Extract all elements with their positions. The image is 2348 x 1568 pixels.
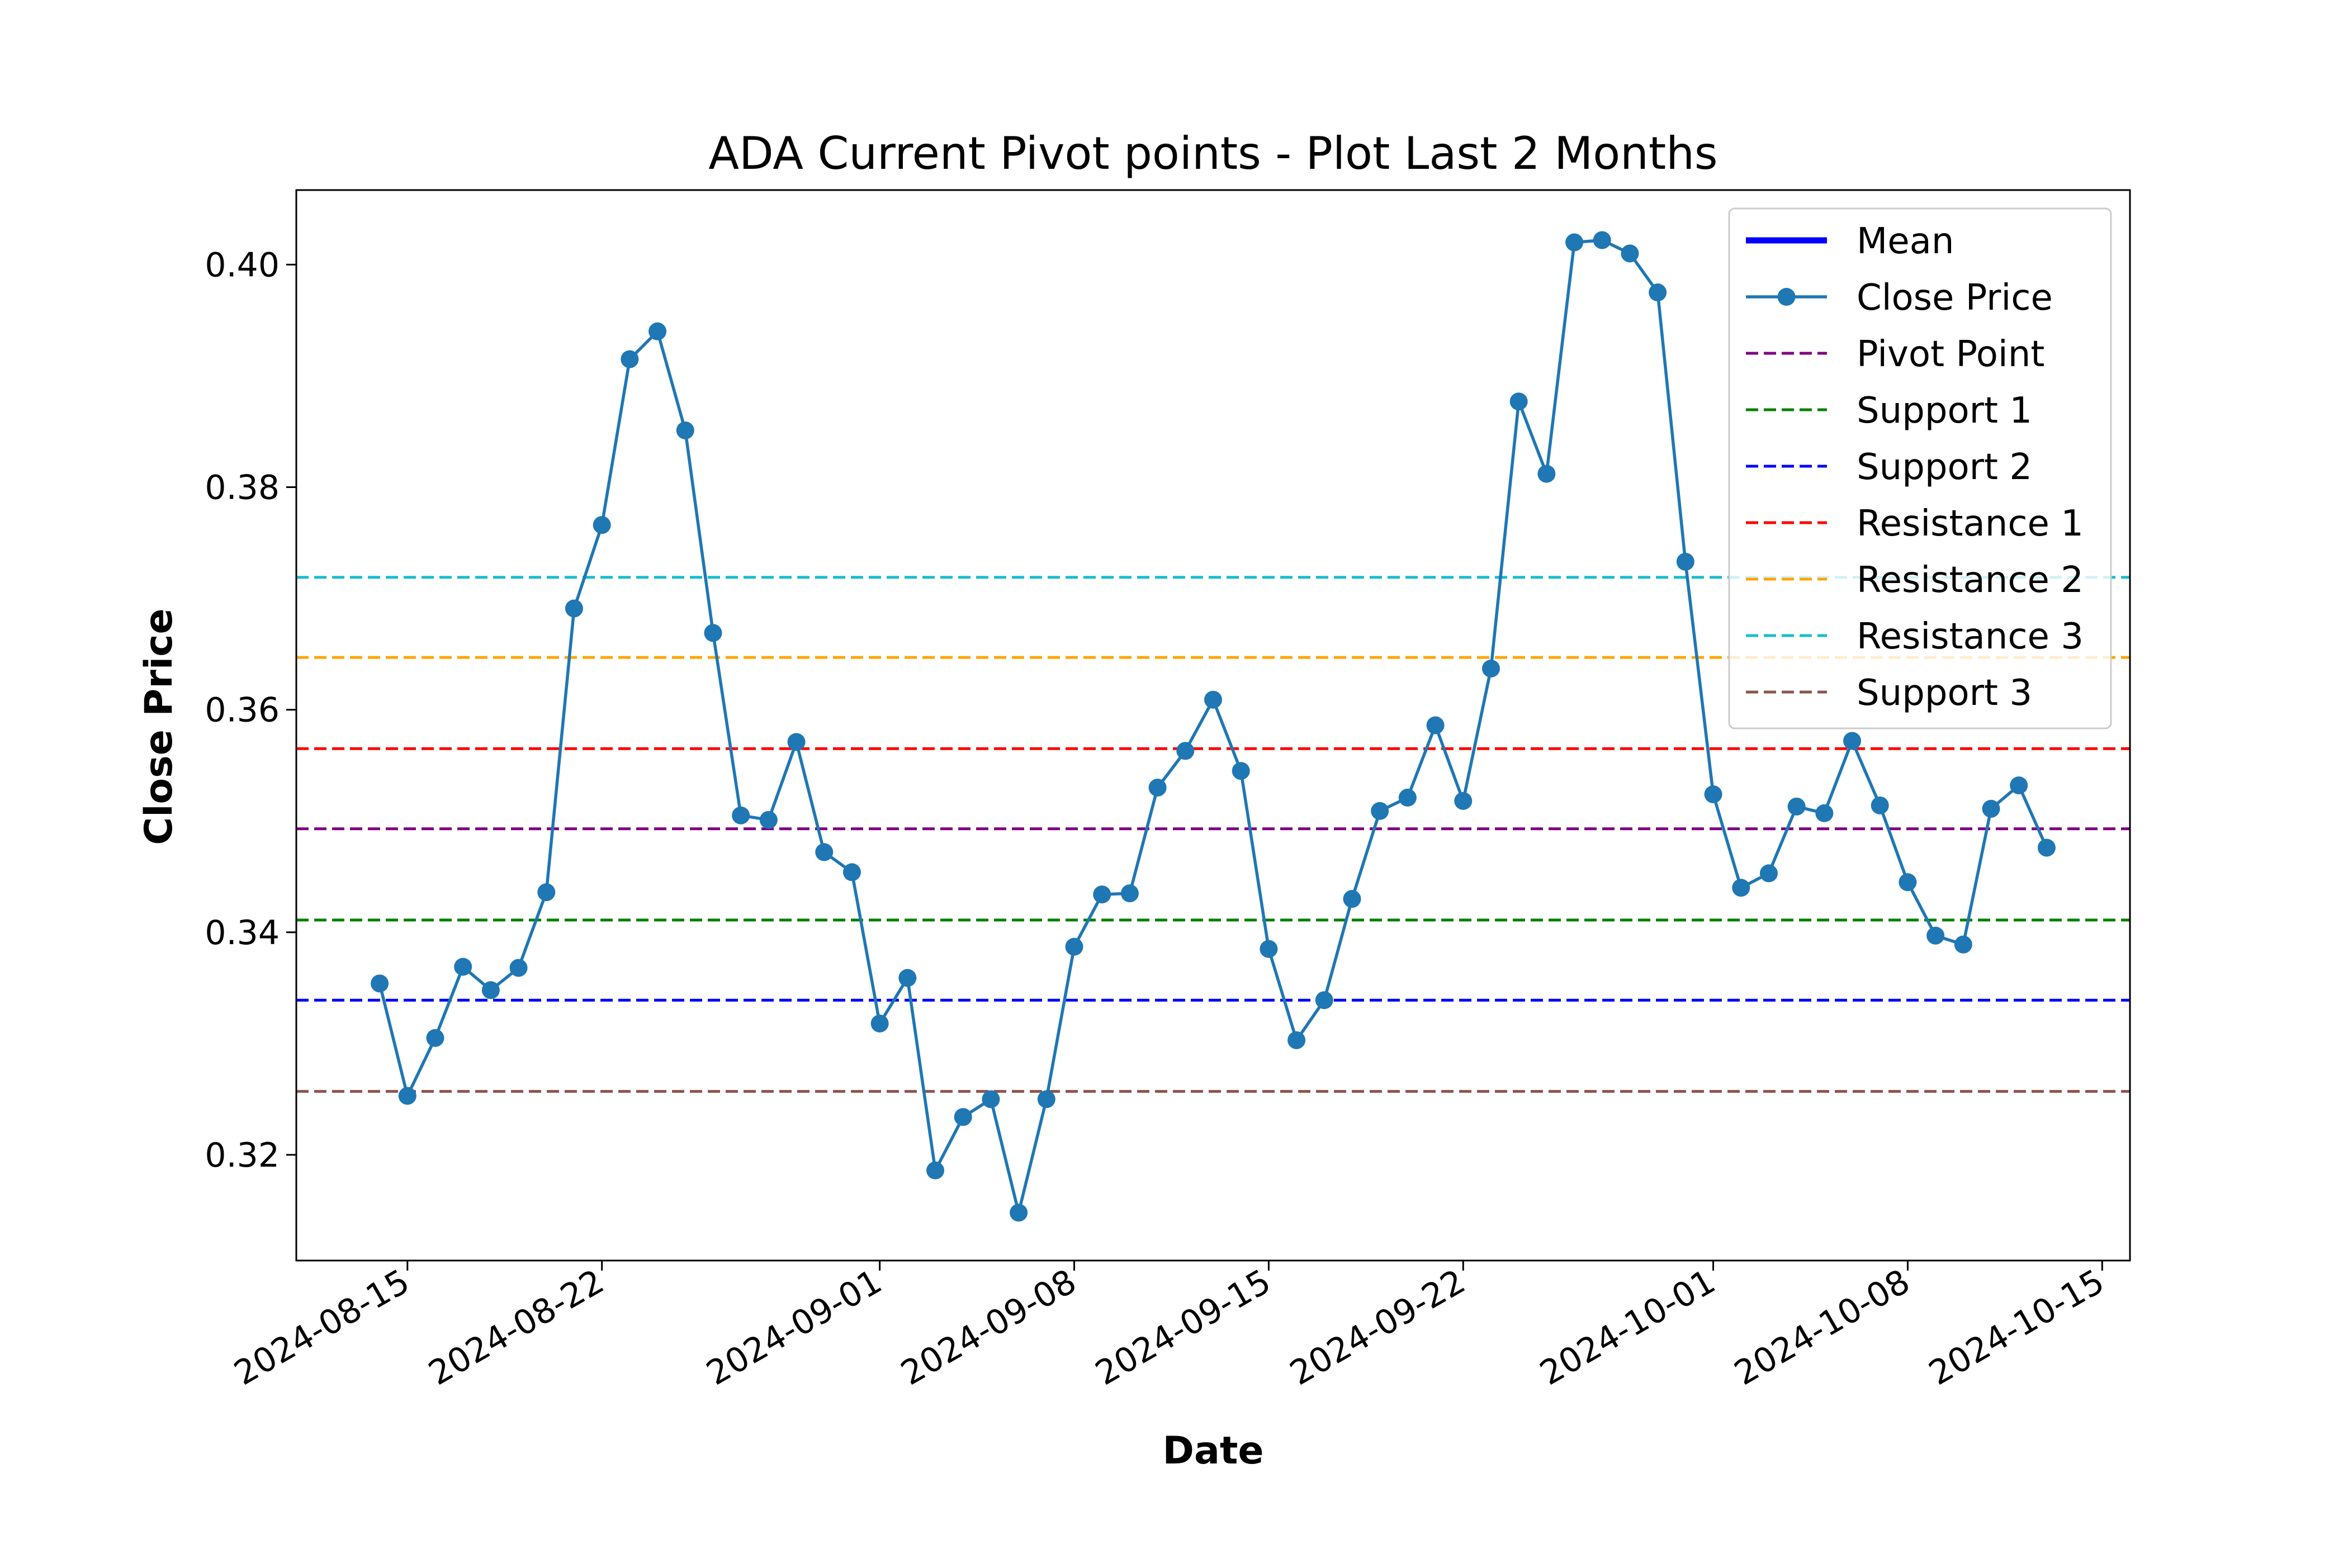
close-price-point xyxy=(1065,937,1083,956)
close-price-point xyxy=(676,421,694,439)
legend-marker-close-price xyxy=(1777,288,1796,306)
close-price-point xyxy=(1954,935,1972,954)
close-price-point xyxy=(371,974,389,993)
close-price-point xyxy=(1287,1031,1306,1049)
close-price-point xyxy=(1926,926,1945,945)
legend-box xyxy=(1728,207,2112,729)
close-price-point xyxy=(1343,890,1361,908)
legend-label-support-2: Support 2 xyxy=(1857,447,2032,488)
close-price-point xyxy=(1593,231,1611,249)
close-price-point xyxy=(537,883,556,902)
close-price-point xyxy=(1676,552,1694,571)
close-price-point xyxy=(1120,884,1139,903)
legend-label-resistance-3: Resistance 3 xyxy=(1857,616,2084,657)
close-price-point xyxy=(481,981,500,999)
close-price-point xyxy=(565,599,583,618)
close-price-point xyxy=(398,1087,416,1105)
close-price-point xyxy=(1260,940,1278,958)
close-price-point xyxy=(1871,796,1889,814)
close-price-point xyxy=(648,322,667,340)
legend-label-support-3: Support 3 xyxy=(1857,672,2032,714)
close-price-point xyxy=(2037,839,2056,857)
legend-label-support-1: Support 1 xyxy=(1857,390,2032,432)
y-axis-ticks: 0.32 0.34 0.36 0.38 0.40 xyxy=(205,245,296,1175)
plot-layer xyxy=(296,231,2130,1222)
close-price-point xyxy=(1732,879,1750,897)
close-price-point xyxy=(1843,732,1862,750)
close-price-point xyxy=(1982,799,2000,818)
close-price-point xyxy=(1759,864,1778,883)
close-price-point xyxy=(1176,742,1195,760)
legend-label-resistance-1: Resistance 1 xyxy=(1857,503,2084,544)
y-tick-label: 0.34 xyxy=(205,913,280,953)
close-price-point xyxy=(1204,690,1222,709)
y-axis-label: Close Price xyxy=(137,608,181,845)
close-price-point xyxy=(593,516,611,534)
close-price-point xyxy=(1398,788,1417,807)
chart-title: ADA Current Pivot points - Plot Last 2 M… xyxy=(708,127,1717,179)
close-price-point xyxy=(759,811,778,829)
close-price-point xyxy=(2010,776,2028,794)
close-price-point xyxy=(1649,283,1667,302)
close-price-point xyxy=(1621,244,1639,263)
close-price-point xyxy=(509,959,528,977)
legend-label-resistance-2: Resistance 2 xyxy=(1857,560,2084,601)
close-price-point xyxy=(1093,885,1111,904)
close-price-point xyxy=(704,624,722,642)
y-tick-label: 0.32 xyxy=(205,1136,280,1175)
close-price-point xyxy=(1565,233,1584,252)
y-tick-label: 0.38 xyxy=(205,468,280,508)
close-price-point xyxy=(1315,991,1333,1010)
close-price-point xyxy=(1426,716,1445,735)
legend-label-pivot-point: Pivot Point xyxy=(1857,334,2044,375)
close-price-point xyxy=(1037,1090,1055,1109)
close-price-point xyxy=(787,733,806,751)
close-price-point xyxy=(898,969,917,987)
close-price-point xyxy=(815,843,834,861)
close-price-point xyxy=(732,806,750,825)
close-price-point xyxy=(842,863,861,882)
close-price-point xyxy=(982,1090,1000,1109)
legend: Mean Close Price Pivot Point Support 1 Suppo… xyxy=(1728,207,2112,729)
close-price-point xyxy=(1537,465,1556,483)
close-price-point xyxy=(1787,797,1806,816)
close-price-point xyxy=(454,958,472,976)
close-price-point xyxy=(426,1029,444,1047)
close-price-point xyxy=(1815,804,1834,822)
x-axis-label: Date xyxy=(1163,1429,1264,1473)
close-price-point xyxy=(1148,778,1167,797)
close-price-point xyxy=(1481,659,1500,678)
close-price-point xyxy=(1010,1204,1028,1222)
legend-label-mean: Mean xyxy=(1857,221,1954,262)
close-price-point xyxy=(870,1014,889,1032)
close-price-point xyxy=(1509,392,1528,411)
close-price-point xyxy=(1899,873,1917,892)
close-price-point xyxy=(1704,785,1722,803)
close-price-point xyxy=(1232,762,1250,780)
y-tick-label: 0.36 xyxy=(205,691,280,730)
close-price-point xyxy=(954,1108,972,1126)
close-price-point xyxy=(621,350,639,368)
plot-frame xyxy=(295,189,2131,1262)
legend-label-close-price: Close Price xyxy=(1857,277,2053,319)
y-tick-label: 0.40 xyxy=(205,245,280,285)
close-price-point xyxy=(1454,792,1473,810)
close-price-point xyxy=(926,1161,945,1179)
close-price-point xyxy=(1371,802,1389,820)
